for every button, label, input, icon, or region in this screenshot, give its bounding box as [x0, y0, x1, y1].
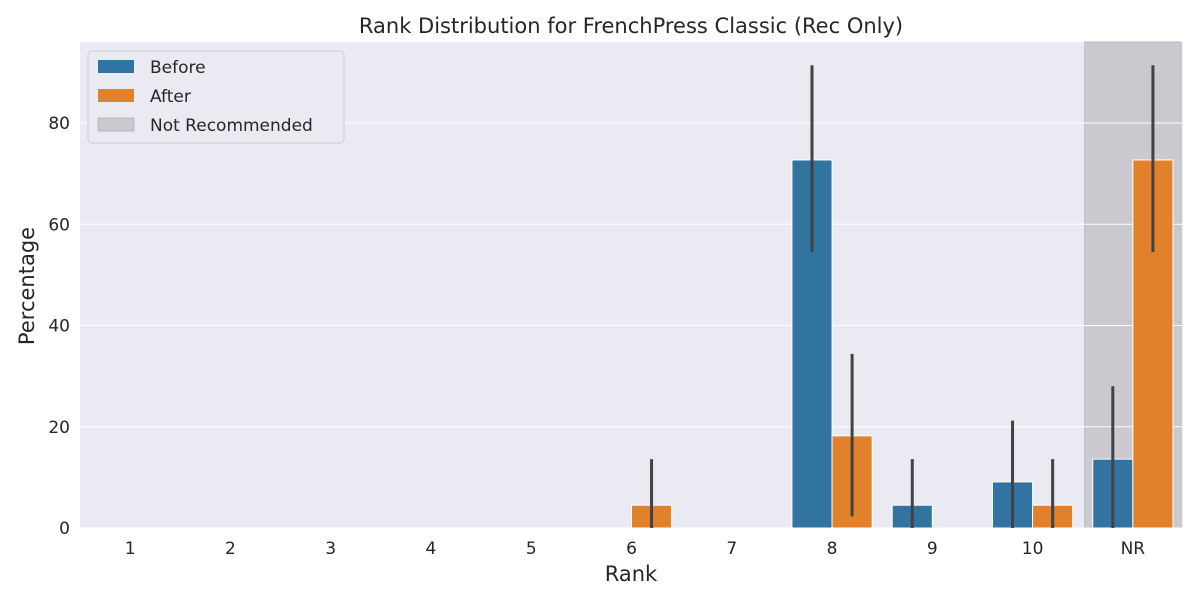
legend: Before After Not Recommended	[87, 50, 345, 144]
y-tick-labels: 0 20 40 60 80	[48, 114, 70, 539]
y-tick-label: 20	[48, 418, 70, 438]
x-tick-label: 5	[526, 539, 537, 559]
x-tick-label: NR	[1121, 539, 1146, 559]
y-tick-label: 0	[59, 519, 70, 539]
x-tick-labels: 1 2 3 4 5 6 7 8 9 10 NR	[125, 539, 1146, 559]
legend-label-after: After	[150, 87, 191, 107]
legend-label-not-recommended: Not Recommended	[150, 116, 313, 136]
x-tick-label: 3	[325, 539, 336, 559]
x-tick-label: 9	[927, 539, 938, 559]
legend-swatch-before	[98, 60, 134, 73]
legend-label-before: Before	[150, 58, 206, 78]
x-axis-title: Rank	[605, 562, 658, 586]
x-tick-label: 8	[827, 539, 838, 559]
legend-swatch-not-recommended	[97, 117, 135, 132]
error-bars-layer	[650, 65, 1155, 528]
y-tick-label: 60	[48, 215, 70, 235]
chart-title: Rank Distribution for FrenchPress Classi…	[359, 14, 903, 38]
legend-frame	[87, 50, 345, 144]
x-tick-label: 1	[125, 539, 136, 559]
x-tick-label: 7	[726, 539, 737, 559]
x-tick-label: 10	[1022, 539, 1044, 559]
x-tick-label: 2	[225, 539, 236, 559]
legend-swatch-after	[98, 89, 134, 102]
x-tick-label: 4	[426, 539, 437, 559]
y-tick-label: 80	[48, 114, 70, 134]
y-axis-title: Percentage	[15, 227, 39, 345]
y-tick-label: 40	[48, 317, 70, 337]
x-tick-label: 6	[626, 539, 637, 559]
